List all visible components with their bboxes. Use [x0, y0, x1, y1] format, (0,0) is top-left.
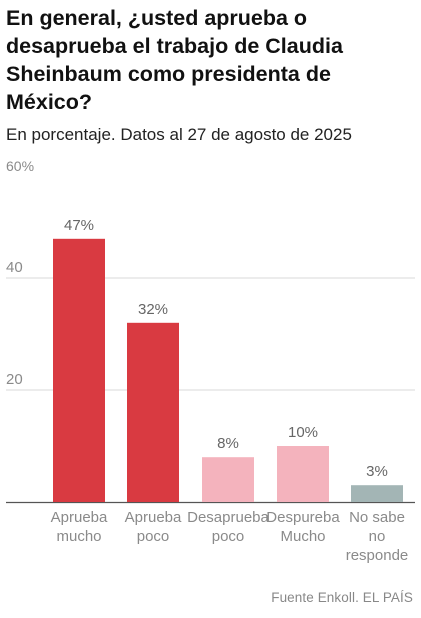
- x-tick-label-line: responde: [346, 547, 409, 564]
- chart-subtitle: En porcentaje. Datos al 27 de agosto de …: [6, 125, 352, 144]
- x-tick-label-line: Aprueba: [51, 509, 108, 526]
- x-tick-label-line: poco: [212, 528, 245, 545]
- x-tick-label-line: Desaprueba: [187, 509, 269, 526]
- source-credit: Fuente Enkoll. EL PAÍS: [271, 590, 413, 605]
- bars-layer: [53, 238, 403, 503]
- data-label: 3%: [366, 463, 388, 480]
- x-tick-label: Aprueba poco: [125, 509, 182, 545]
- x-tick-label: Desaprueba poco: [187, 509, 269, 545]
- bar: [53, 238, 105, 503]
- y-tick-label: 40: [6, 259, 23, 276]
- data-label: 47%: [64, 217, 94, 234]
- grid-layer: 20 40 60%: [6, 158, 415, 504]
- bar: [277, 446, 329, 502]
- bar: [202, 457, 254, 502]
- x-tick-label: No sabe no responde: [346, 509, 409, 564]
- x-tick-label: Despureba Mucho: [266, 509, 340, 545]
- y-tick-label: 20: [6, 371, 23, 388]
- data-label: 32%: [138, 301, 168, 318]
- x-tick-label-line: poco: [137, 528, 170, 545]
- x-tick-label-line: no: [369, 528, 386, 545]
- y-tick-label: 60%: [6, 158, 34, 174]
- chart-title: En general, ¿usted aprueba o desaprueba …: [6, 6, 343, 114]
- data-label: 8%: [217, 435, 239, 452]
- x-tick-label-line: No sabe: [349, 509, 405, 526]
- x-tick-label: Aprueba mucho: [51, 509, 108, 545]
- x-tick-label-line: Despureba: [266, 509, 340, 526]
- x-tick-label-line: mucho: [56, 528, 101, 545]
- x-tick-label-line: Aprueba: [125, 509, 182, 526]
- data-label: 10%: [288, 424, 318, 441]
- bar: [127, 322, 179, 502]
- bar: [351, 485, 403, 502]
- labels-layer: 47% 32% 8% 10% 3%: [64, 217, 388, 480]
- x-tick-label-line: Mucho: [280, 528, 325, 545]
